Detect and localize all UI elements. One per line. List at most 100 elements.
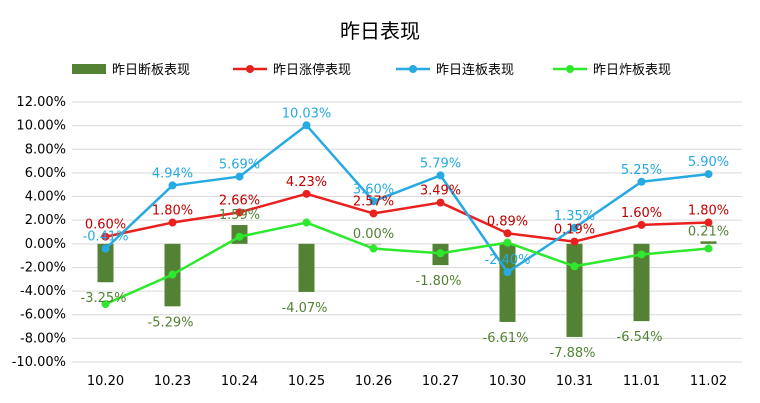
legend-label: 昨日断板表现: [112, 63, 190, 78]
y-tick-label: -10.00%: [12, 355, 66, 370]
series-point: [168, 218, 177, 227]
series-point: [436, 171, 445, 180]
legend-label: 昨日涨停表现: [273, 62, 351, 78]
data-labels: -3.25% -5.29% 1.59% -4.07% 0.00% -1.80% -6.61%…: [81, 106, 730, 361]
x-tick-label: 10.26: [355, 374, 392, 389]
data-label: -5.29%: [148, 315, 194, 330]
series-point: [436, 249, 445, 258]
data-label: 5.25%: [621, 163, 662, 178]
series-point: [503, 268, 512, 277]
y-tick-label: 8.00%: [25, 142, 66, 157]
legend-swatch-marker: [566, 65, 574, 73]
series-point: [570, 223, 579, 232]
bar: [499, 243, 516, 322]
series-point: [637, 220, 646, 229]
series-point: [101, 232, 110, 241]
legend: 昨日断板表现 昨日涨停表现 昨日连板表现 昨日炸板表现: [72, 62, 671, 78]
series-point: [369, 244, 378, 253]
x-axis: 10.20 10.23 10.24 10.25 10.26 10.27 10.30 10.31…: [87, 374, 727, 389]
series-line: [104, 221, 709, 306]
series-point: [704, 244, 713, 253]
y-tick-label: -8.00%: [20, 331, 66, 346]
y-tick-label: 0.00%: [25, 237, 66, 252]
data-label: 0.19%: [554, 223, 595, 238]
x-tick-label: 10.23: [154, 374, 191, 389]
bar: [700, 241, 717, 244]
data-label: 10.03%: [282, 106, 332, 121]
series-line: [105, 192, 709, 243]
bar: [298, 243, 315, 292]
series-point: [369, 209, 378, 218]
x-tick-label: 10.27: [422, 374, 459, 389]
series-point: [168, 181, 177, 190]
data-label: 1.60%: [621, 206, 662, 221]
line-series: [101, 121, 713, 309]
y-tick-label: -4.00%: [20, 284, 66, 299]
legend-label: 昨日连板表现: [436, 62, 514, 78]
series-point: [302, 121, 311, 130]
bar: [633, 243, 650, 322]
gridlines: [72, 101, 742, 363]
x-tick-label: 10.24: [221, 374, 258, 389]
data-label: 5.69%: [219, 158, 260, 173]
x-tick-label: 10.30: [489, 374, 526, 389]
y-tick-label: 12.00%: [16, 95, 66, 110]
series-point: [369, 197, 378, 206]
data-label: -4.07%: [282, 301, 328, 316]
data-label: 1.80%: [152, 204, 193, 219]
legend-swatch-marker: [409, 65, 417, 73]
series-point: [637, 250, 646, 259]
y-tick-label: 10.00%: [16, 119, 66, 134]
series-point: [503, 229, 512, 238]
bar: [566, 243, 583, 337]
legend-label: 昨日炸板表现: [593, 63, 671, 78]
series-point: [704, 170, 713, 179]
data-label: 2.57%: [353, 194, 394, 209]
data-label: 4.94%: [152, 166, 193, 181]
series-point: [570, 262, 579, 271]
y-axis: -10.00% -8.00% -6.00% -4.00% -2.00% 0.00% 2.00…: [12, 95, 66, 370]
series-point: [503, 238, 512, 247]
legend-swatch-bar: [72, 64, 106, 74]
series-point: [235, 232, 244, 241]
data-label: -2.40%: [485, 253, 531, 268]
data-label: 0.89%: [487, 214, 528, 229]
data-label: -6.61%: [483, 331, 529, 346]
y-tick-label: -2.00%: [20, 260, 66, 275]
data-label: 0.60%: [85, 218, 126, 233]
y-tick-label: 6.00%: [25, 166, 66, 181]
legend-swatch-marker: [246, 65, 254, 73]
data-label: 3.49%: [420, 184, 461, 199]
data-label: 5.90%: [688, 155, 729, 170]
bar: [97, 243, 114, 283]
data-label: -0.41%: [83, 230, 129, 245]
x-tick-label: 11.02: [690, 374, 727, 389]
data-label: 2.66%: [219, 193, 260, 208]
x-tick-label: 11.01: [623, 374, 660, 389]
y-tick-label: -6.00%: [20, 308, 66, 323]
series-point: [637, 177, 646, 186]
bar: [365, 243, 382, 245]
data-label: 0.00%: [353, 227, 394, 242]
series-point: [235, 208, 244, 217]
data-label: 3.60%: [353, 182, 394, 197]
data-label: 1.80%: [688, 204, 729, 219]
x-tick-label: 10.25: [288, 374, 325, 389]
x-tick-label: 10.31: [556, 374, 593, 389]
y-tick-label: 4.00%: [25, 190, 66, 205]
series-point: [302, 218, 311, 227]
series-point: [101, 244, 110, 253]
x-tick-label: 10.20: [87, 374, 124, 389]
series-line: [104, 124, 709, 274]
data-label: -3.25%: [81, 291, 127, 306]
series-point: [101, 300, 110, 309]
series-point: [302, 189, 311, 198]
data-label: -7.88%: [550, 346, 596, 361]
data-label: 0.21%: [688, 224, 729, 239]
data-label: -1.80%: [416, 274, 462, 289]
data-label: 1.59%: [219, 208, 260, 223]
series-point: [235, 172, 244, 181]
series-point: [704, 218, 713, 227]
